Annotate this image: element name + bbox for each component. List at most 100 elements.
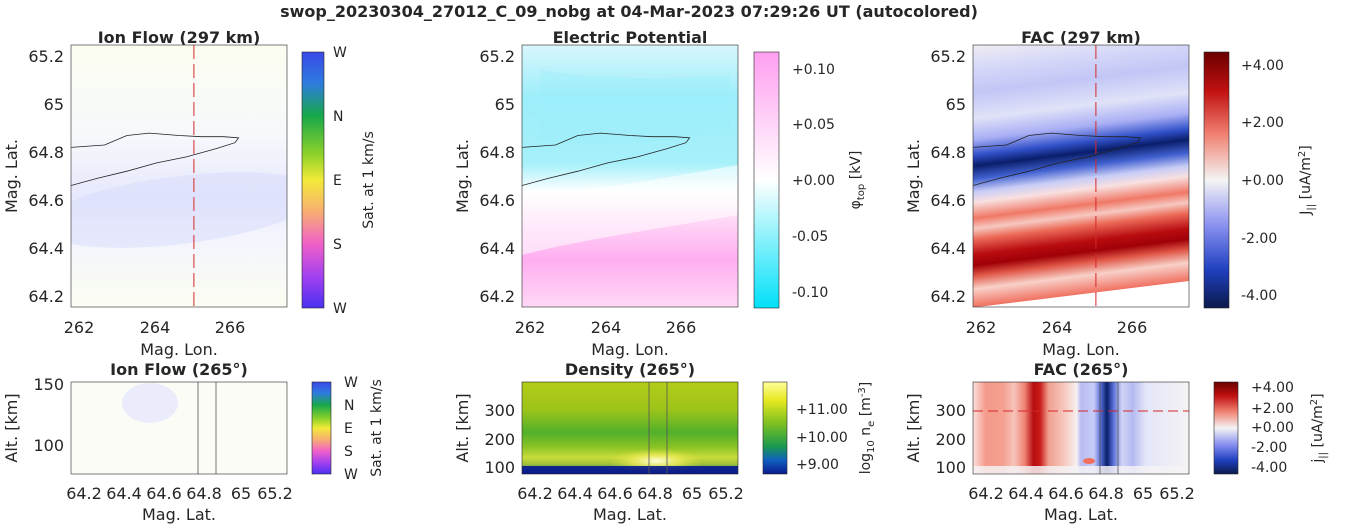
colorbar (301, 51, 325, 309)
axes-frame (521, 44, 739, 308)
x-tick-label: 64.8 (1088, 484, 1124, 503)
colorbar-tick-label: S (333, 237, 342, 253)
x-tick-label: 65 (682, 484, 702, 503)
colorbar-tick-label: -4.00 (1251, 460, 1287, 476)
x-tick-label: 64.4 (106, 484, 142, 503)
x-axis-label: Mag. Lon. (591, 340, 669, 359)
x-axis-label: Mag. Lat. (593, 505, 667, 524)
y-tick-label: 64.2 (479, 287, 515, 306)
x-tick-label: 65.2 (1159, 484, 1195, 503)
colorbar-tick-label: W (333, 301, 347, 317)
colorbar-tick-label: +4.00 (1251, 380, 1294, 396)
colorbar (311, 381, 332, 475)
heatmap-feature (540, 70, 730, 145)
y-tick-label: 150 (33, 375, 64, 394)
y-axis-label: Mag. Lat. (453, 139, 472, 213)
x-tick-label: 64.2 (968, 484, 1004, 503)
colorbar (1213, 381, 1239, 475)
x-tick-label: 64.6 (1048, 484, 1084, 503)
y-tick-label: 64.4 (479, 239, 515, 258)
colorbar-tick-label: +10.00 (796, 430, 848, 446)
panel-title: FAC (297 km) (1021, 28, 1141, 47)
panel-title: Ion Flow (297 km) (98, 28, 261, 47)
x-tick-label: 65.2 (708, 484, 744, 503)
y-tick-label: 65.2 (479, 47, 515, 66)
colorbar-tick-label: +0.05 (792, 117, 835, 133)
y-tick-label: 300 (935, 401, 966, 420)
colorbar-tick-label: +0.10 (792, 62, 835, 78)
colorbar-tick-label: +2.00 (1251, 401, 1294, 417)
axes-frame (972, 381, 1190, 475)
colorbar-tick-label: -2.00 (1241, 231, 1277, 247)
x-axis-label: Mag. Lon. (1042, 340, 1120, 359)
heatmap-feature (122, 383, 178, 423)
x-tick-label: 65.2 (257, 484, 293, 503)
x-tick-label: 64.2 (66, 484, 102, 503)
y-tick-label: 64.6 (28, 191, 64, 210)
panel-fac-map: FAC (297 km) 262 264 266 64.2 64.4 64.6 … (904, 28, 1317, 359)
y-axis-label: Alt. [km] (2, 393, 21, 462)
x-axis-label: Mag. Lat. (1044, 505, 1118, 524)
y-tick-label: 64.6 (930, 191, 966, 210)
colorbar-label: Sat. at 1 km/s (361, 131, 377, 229)
colorbar-tick-label: E (344, 421, 353, 437)
x-tick-label: 264 (140, 318, 171, 337)
y-tick-label: 65.2 (28, 47, 64, 66)
y-axis-label: Mag. Lat. (2, 139, 21, 213)
y-tick-label: 64.8 (930, 143, 966, 162)
x-tick-label: 64.8 (186, 484, 222, 503)
panel-title: FAC (265°) (1034, 360, 1129, 379)
y-axis-label: Mag. Lat. (904, 139, 923, 213)
colorbar-tick-label: +2.00 (1241, 115, 1284, 131)
panel-ion-flow-altitude: Ion Flow (265°) 64.2 64.4 64.6 64.8 65 6… (2, 360, 385, 524)
y-tick-label: 64.2 (930, 287, 966, 306)
y-tick-label: 100 (935, 458, 966, 477)
colorbar-tick-label: S (344, 444, 353, 460)
axes-frame (70, 381, 288, 475)
colorbar-tick-label: N (344, 398, 354, 414)
x-tick-label: 264 (1042, 318, 1073, 337)
y-tick-label: 64.6 (479, 191, 515, 210)
y-tick-label: 100 (33, 436, 64, 455)
y-tick-label: 300 (484, 401, 515, 420)
y-tick-label: 64.2 (28, 287, 64, 306)
colorbar (1203, 51, 1230, 309)
contour-line (973, 132, 1142, 186)
colorbar-label: j|| [uA/m2] (1309, 393, 1329, 463)
x-tick-label: 266 (666, 318, 697, 337)
x-tick-label: 64.8 (637, 484, 673, 503)
panel-density-altitude: Density (265°) 64.2 64.4 64.6 64.8 65 65… (453, 360, 877, 524)
colorbar-tick-label: N (333, 109, 343, 125)
x-tick-label: 264 (591, 318, 622, 337)
y-tick-label: 64.4 (28, 239, 64, 258)
colorbar-tick-label: +0.00 (792, 173, 835, 189)
x-tick-label: 266 (1117, 318, 1148, 337)
colorbar-tick-label: -4.00 (1241, 288, 1277, 304)
heatmap-field (71, 382, 287, 474)
y-tick-label: 65 (946, 95, 966, 114)
colorbar-tick-label: E (333, 173, 342, 189)
y-tick-label: 64.8 (28, 143, 64, 162)
x-tick-label: 65 (1133, 484, 1153, 503)
colorbar-tick-label: +4.00 (1241, 58, 1284, 74)
colorbar-tick-label: -2.00 (1251, 440, 1287, 456)
y-axis-label: Alt. [km] (904, 393, 923, 462)
y-tick-label: 100 (484, 458, 515, 477)
x-tick-label: 64.4 (1008, 484, 1044, 503)
figure-title: swop_20230304_27012_C_09_nobg at 04-Mar-… (280, 2, 978, 21)
y-tick-label: 200 (484, 430, 515, 449)
colorbar (762, 381, 788, 475)
heatmap-feature (1083, 458, 1095, 464)
colorbar-label: φtop [kV] (848, 151, 867, 210)
panel-electric-potential-map: Electric Potential 262 264 266 64.2 64.4… (453, 28, 867, 359)
colorbar-label: J|| [uA/m2] (1297, 145, 1317, 215)
contour-line (522, 132, 691, 186)
colorbar-tick-label: +0.00 (1241, 173, 1284, 189)
heatmap-field (973, 45, 1189, 307)
y-tick-label: 200 (935, 430, 966, 449)
x-tick-label: 64.6 (146, 484, 182, 503)
x-axis-label: Mag. Lat. (142, 505, 216, 524)
x-tick-label: 262 (966, 318, 997, 337)
heatmap-feature (522, 165, 738, 255)
